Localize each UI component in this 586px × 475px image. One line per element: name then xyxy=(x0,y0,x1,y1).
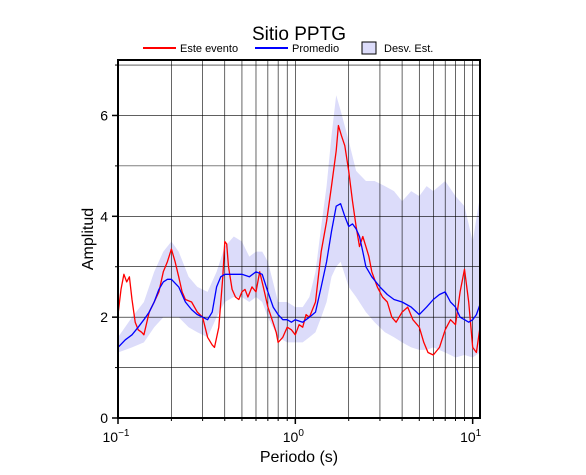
series-line-promedio xyxy=(117,203,481,348)
y-axis-label: Amplitud xyxy=(80,208,97,270)
x-tick-label: 100 xyxy=(283,428,305,445)
y-tick-label: 2 xyxy=(100,309,108,325)
plot-frame xyxy=(117,59,481,419)
y-tick-label: 0 xyxy=(100,410,108,426)
x-tick-label: 101 xyxy=(460,428,482,445)
legend-item-promedio-label: Promedio xyxy=(292,43,339,55)
x-axis-label: Periodo (s) xyxy=(260,449,338,466)
legend-item-desv-est-label: Desv. Est. xyxy=(384,43,433,55)
legend-item-este-evento-label: Este evento xyxy=(180,43,238,55)
chart-title: Sitio PPTG xyxy=(252,24,346,45)
legend: Este evento Promedio Desv. Est. xyxy=(143,41,433,55)
y-tick-label: 6 xyxy=(100,107,108,123)
y-tick-label: 4 xyxy=(100,208,108,224)
series-layer xyxy=(117,124,481,356)
series-line-este-evento xyxy=(117,124,481,356)
grid-layer xyxy=(118,60,480,418)
std-band xyxy=(118,95,480,358)
std-band-layer xyxy=(118,95,480,358)
x-tick-label: 10−1 xyxy=(103,428,130,445)
legend-item-desv-est-swatch xyxy=(361,41,377,55)
